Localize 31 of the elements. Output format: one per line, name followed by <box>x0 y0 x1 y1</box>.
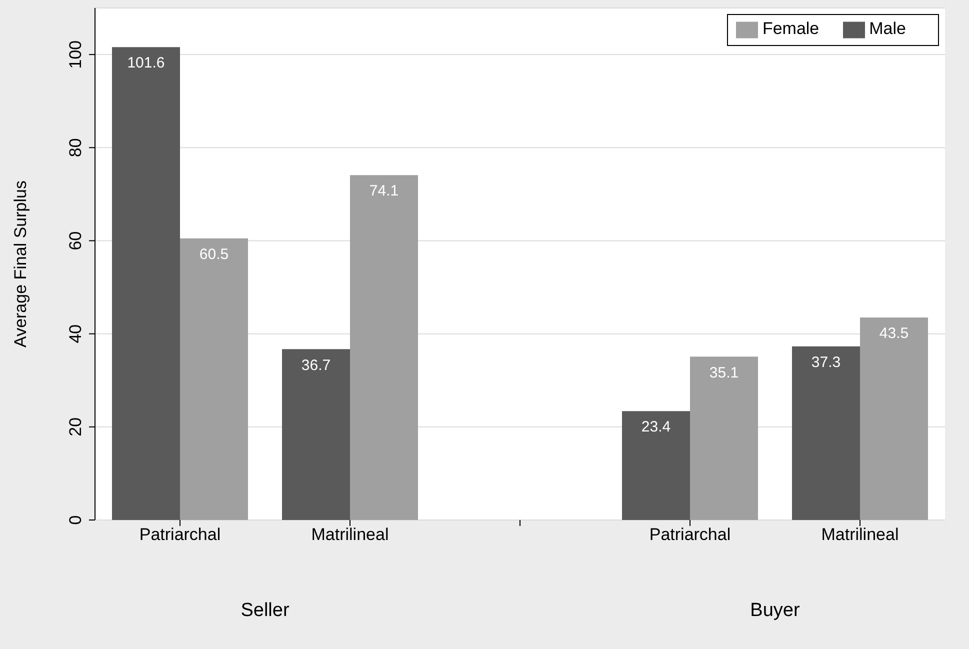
data-label: 60.5 <box>199 246 229 264</box>
data-label: 37.3 <box>811 354 841 372</box>
x-tick-label: Patriarchal <box>649 525 731 544</box>
y-tick-label: 40 <box>66 324 85 344</box>
bar <box>792 346 860 520</box>
data-label: 23.4 <box>641 418 671 436</box>
data-label: 74.1 <box>369 182 399 200</box>
x-tick-label: Patriarchal <box>139 525 221 544</box>
data-label: 36.7 <box>301 356 331 374</box>
y-tick-label: 60 <box>66 231 85 250</box>
data-label: 101.6 <box>127 54 165 72</box>
text: Seller <box>240 600 290 622</box>
bar <box>180 238 248 520</box>
x-tick-label: Matrilineal <box>821 525 899 544</box>
bar <box>112 47 180 520</box>
bar <box>622 411 690 520</box>
legend-label: Male <box>869 19 906 38</box>
y-axis-title: Average Final Surplus <box>11 180 30 348</box>
y-tick-label: 20 <box>66 417 85 436</box>
bar <box>282 349 350 520</box>
x-tick-label: Matrilineal <box>311 525 389 544</box>
y-tick-label: 80 <box>66 138 85 158</box>
text: Buyer <box>749 600 801 622</box>
y-tick-label: 100 <box>66 40 85 69</box>
legend-label: Female <box>762 19 820 38</box>
y-tick-label: 0 <box>66 515 85 525</box>
data-label: 43.5 <box>879 325 909 342</box>
data-label: 35.1 <box>709 364 739 382</box>
bar <box>690 356 758 520</box>
bar <box>860 318 928 520</box>
bar <box>350 175 418 520</box>
